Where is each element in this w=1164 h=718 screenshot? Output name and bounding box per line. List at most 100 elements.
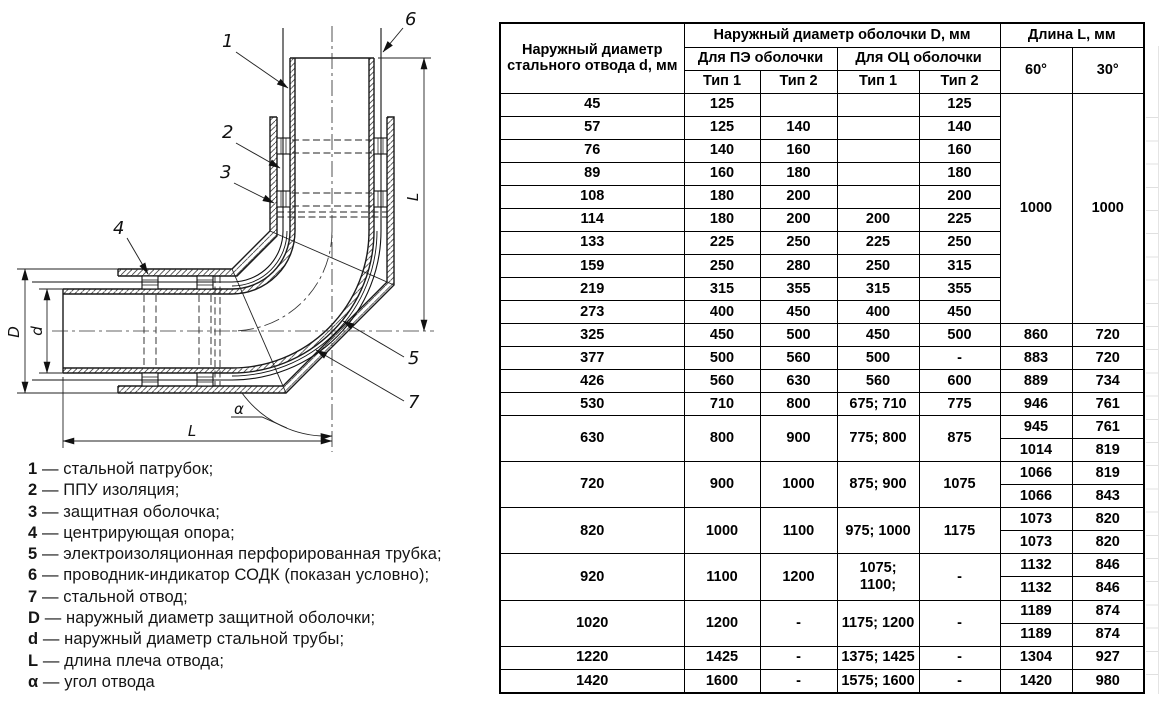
legend-item-2: 2 — ППУ изоляция; <box>28 480 442 501</box>
table-cell: - <box>918 346 1001 371</box>
table-cell: 355 <box>918 276 1001 301</box>
callout-3: 3 <box>220 162 231 183</box>
table-cell: 400 <box>836 299 920 324</box>
table-row: 1066 843 <box>500 484 1145 509</box>
table-cell: 819 <box>1071 438 1145 463</box>
legend-key: 1 <box>28 460 38 478</box>
table-cell: 400 <box>683 299 761 324</box>
table-cell: 1075 <box>918 461 1001 509</box>
table-row: 76 140 160 160 <box>499 138 1144 163</box>
table-row: 273 400 450 400 450 <box>499 299 1144 324</box>
table-cell: 57 <box>499 115 685 140</box>
table-row: 1189 874 <box>500 622 1145 647</box>
table-cell: 250 <box>683 253 761 278</box>
legend-key: 4 <box>28 523 38 542</box>
table-cell: 200 <box>759 184 838 209</box>
table-cell <box>836 92 920 117</box>
table-cell: 219 <box>499 276 685 301</box>
table-row: 159 250 280 250 315 <box>499 253 1144 278</box>
table-cell: 843 <box>1071 484 1145 509</box>
table-body: 45 125 125 1000 1000 57 125 140 140 76 140 160 160 89… <box>499 92 1145 694</box>
table-cell: 500 <box>836 346 920 371</box>
table-cell: 200 <box>759 207 838 232</box>
table-cell: 1014 <box>999 438 1073 463</box>
table-cell: 180 <box>759 161 838 186</box>
insulating-tube <box>231 230 378 377</box>
table-cell: 200 <box>836 207 920 232</box>
table-cell: - <box>918 668 1001 694</box>
table-cell: 1200 <box>683 599 761 647</box>
table-row: 426 560 630 560 600 889 734 <box>499 369 1145 394</box>
table-cell <box>836 115 920 140</box>
table-cell: 1000 <box>683 507 761 555</box>
table-cell: 800 <box>759 392 838 417</box>
header-pe-type2: Тип 2 <box>759 69 838 94</box>
table-cell: 180 <box>683 207 761 232</box>
table-cell <box>759 92 838 117</box>
table-cell: 114 <box>499 207 685 232</box>
legend-key: 6 <box>28 566 38 585</box>
legend-key: 3 <box>28 502 38 521</box>
table-cell: 1000 <box>759 461 838 509</box>
table-cell: 920 <box>499 553 685 601</box>
hidden-edges <box>143 139 387 386</box>
callout-5: 5 <box>408 348 419 369</box>
table-cell: 160 <box>759 138 838 163</box>
table-cell: 1425 <box>683 645 761 670</box>
table-cell: 108 <box>499 184 685 209</box>
table-cell: 125 <box>683 115 761 140</box>
table-cell: 325 <box>499 322 685 348</box>
table-cell: 1073 <box>999 507 1073 532</box>
table-cell: 630 <box>759 369 838 394</box>
table-cell: 426 <box>499 369 685 394</box>
table-cell: 819 <box>1071 461 1145 486</box>
pipe-wall-hatch-inner <box>63 58 295 294</box>
table-cell: 883 <box>999 346 1073 371</box>
table-cell: 875; 900 <box>836 461 920 509</box>
table-row: 377 500 560 500-883 720 <box>499 346 1145 371</box>
legend-item-1: 1 — стальной патрубок; <box>28 459 442 480</box>
header-length-group: Длина L, мм <box>999 22 1145 48</box>
dim-label-L-bottom: L <box>188 422 196 440</box>
table-row: 114 180 200 200 225 <box>499 207 1144 232</box>
legend-key: 5 <box>28 545 38 564</box>
table-cell: 1100 <box>759 507 838 555</box>
table-cell: 846 <box>1071 576 1145 601</box>
table-cell: 1100 <box>683 553 761 601</box>
table-row: 325 450 500 450 500 860 720 <box>499 322 1145 348</box>
table-cell: 675; 710 <box>836 392 920 417</box>
centering-supports <box>141 137 388 387</box>
table-cell: 273 <box>499 299 685 324</box>
dim-label-D: D <box>5 326 23 338</box>
table-cell: 1420 <box>999 668 1073 694</box>
legend-key: d <box>28 630 39 649</box>
header-pe-type1: Тип 1 <box>683 69 761 94</box>
table-cell: 875 <box>918 415 1001 463</box>
table-cell: 720 <box>1071 322 1145 348</box>
table-cell: 530 <box>499 392 685 417</box>
table-cell: 734 <box>1071 369 1145 394</box>
table-cell: 500 <box>683 346 761 371</box>
table-cell: 1000 <box>999 92 1073 324</box>
table-cell: 1066 <box>999 484 1073 509</box>
table-cell: 1175 <box>918 507 1001 555</box>
table-cell: 820 <box>1071 507 1145 532</box>
table-cell: 720 <box>1071 346 1145 371</box>
table-cell: 450 <box>918 299 1001 324</box>
table-cell: - <box>918 645 1001 670</box>
table-cell: 140 <box>759 115 838 140</box>
table-row: 1132 846 <box>500 576 1145 601</box>
legend-text: — угол отвода <box>38 672 155 691</box>
table-cell: 280 <box>759 253 838 278</box>
table-cell: 874 <box>1071 622 1145 647</box>
gridline-artifact-stubs <box>1146 95 1158 695</box>
legend-item-d: d — наружный диаметр стальной трубы; <box>28 629 442 650</box>
table-cell: 860 <box>999 322 1073 348</box>
table-cell: 160 <box>683 161 761 186</box>
legend-text: — центрирующая опора; <box>37 523 235 542</box>
table-cell: 450 <box>683 322 761 348</box>
table-cell: 315 <box>918 253 1001 278</box>
legend-key: 7 <box>28 587 38 606</box>
callout-1: 1 <box>222 31 233 52</box>
table-cell: 761 <box>1071 415 1145 440</box>
